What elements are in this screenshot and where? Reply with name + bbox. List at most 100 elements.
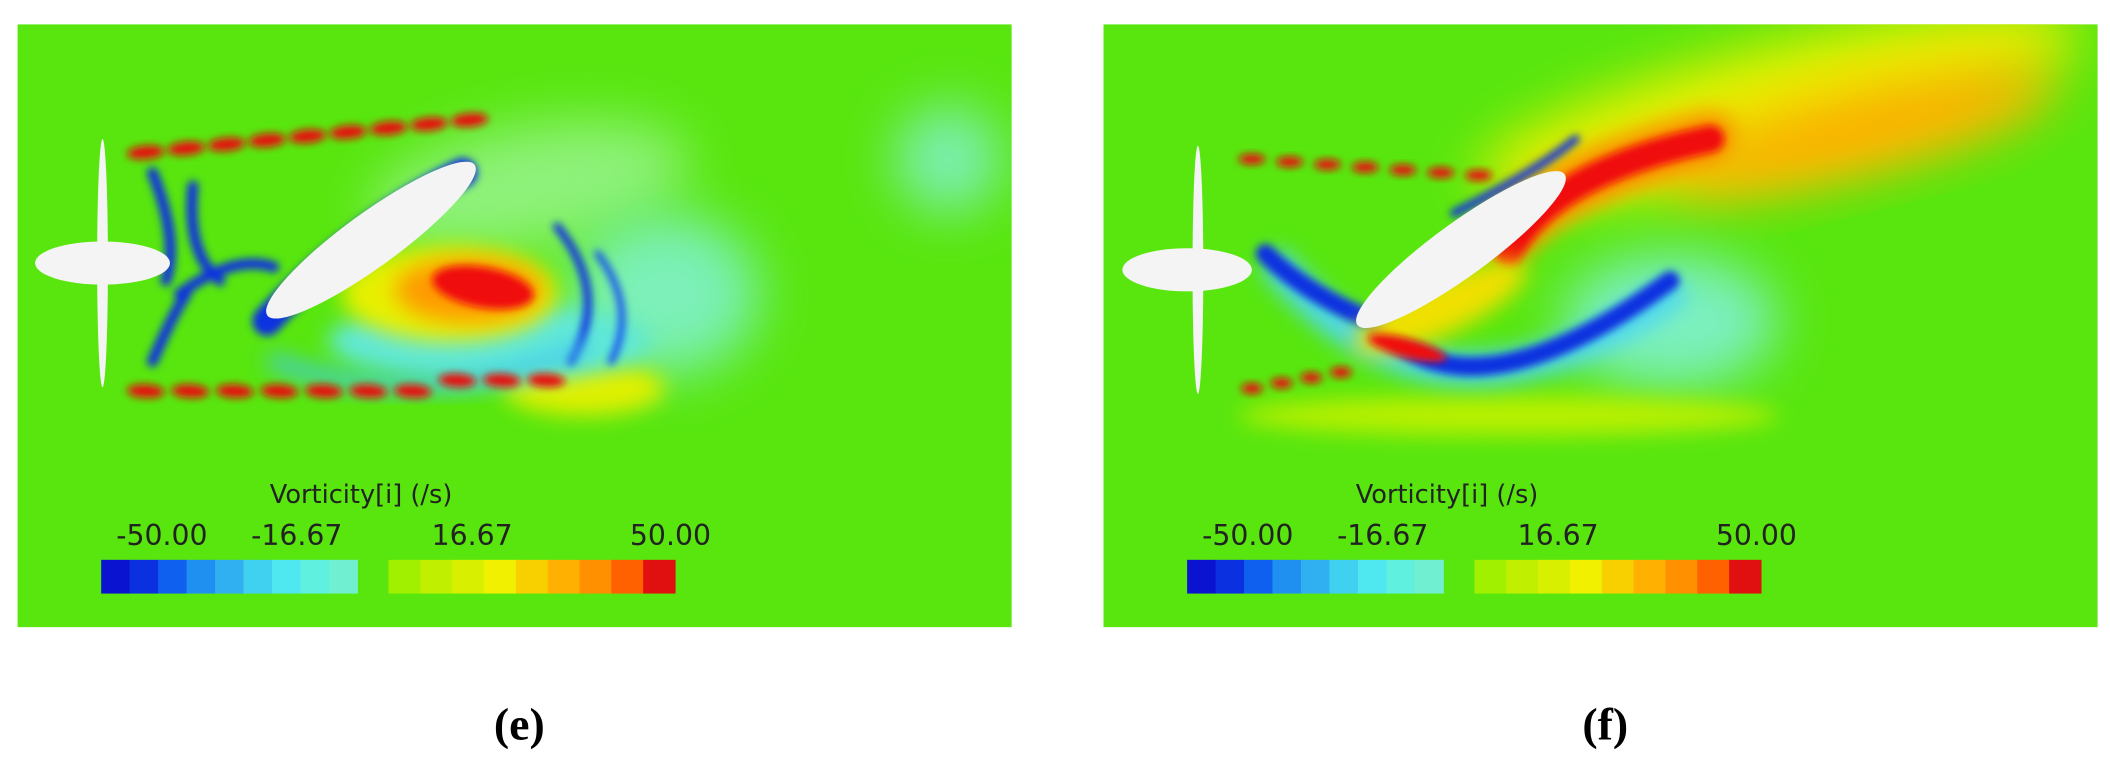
hub (1122, 248, 1252, 292)
red-streak (215, 384, 254, 399)
blade (97, 138, 108, 388)
colorbar-title: Vorticity[i] (/s) (270, 480, 453, 510)
red-streak (438, 373, 477, 388)
colorbar-segment (579, 559, 612, 594)
red-streak (1465, 169, 1492, 181)
blade (1192, 145, 1204, 394)
colorbar-segment (186, 559, 216, 594)
red-streak (393, 384, 432, 399)
colorbar-segment (1633, 559, 1667, 594)
colorbar-segment (1538, 559, 1571, 594)
colorbar-segment (1386, 559, 1416, 594)
colorbar-segment (271, 559, 301, 594)
haze (370, 120, 690, 253)
blue-band (594, 250, 626, 365)
colorbar-segment (611, 559, 644, 594)
colorbar-segment (1244, 559, 1274, 594)
figure-body: Vorticity[i] (/s) -50.00 -16.67 16.67 50.00 (… (17, 24, 2098, 749)
red-streak (126, 384, 165, 399)
red-streak (349, 384, 388, 399)
colorbar-segment (1665, 559, 1698, 594)
colorbar-tick-label: 50.00 (630, 519, 711, 552)
colorbar-segment (1272, 559, 1302, 594)
colorbar-segment (643, 559, 676, 594)
red-streak (1389, 164, 1417, 176)
colorbar-segment (1414, 559, 1444, 594)
colorbar-segment (1506, 559, 1539, 594)
haze (894, 105, 1003, 214)
red-streak (527, 373, 566, 388)
red-streak (482, 373, 521, 388)
red-streak (369, 121, 408, 136)
panel: Vorticity[i] (/s) -50.00 -16.67 16.67 50.00 (… (1103, 24, 2098, 749)
airfoil (1356, 171, 1566, 328)
colorbar-segment (1474, 559, 1507, 594)
red-streak (1276, 156, 1304, 168)
colorbar-tick-label: -50.00 (116, 519, 207, 552)
haze (1562, 253, 1778, 389)
colorbar-segment (1300, 559, 1330, 594)
colorbar-segment (1601, 559, 1635, 594)
red-streak (167, 141, 205, 156)
colorbar-segment (243, 559, 273, 594)
red-streak (329, 125, 367, 140)
red-streak (207, 137, 246, 152)
colorbar-title: Vorticity[i] (/s) (1356, 480, 1539, 510)
colorbar-segment (1215, 559, 1245, 594)
red-core (432, 265, 534, 310)
colorbar-segment (328, 559, 358, 594)
red-streak (1313, 159, 1341, 170)
colorbar-segment (158, 559, 188, 594)
panel-label: (f) (1582, 698, 1628, 749)
colorbar-segment (1569, 559, 1603, 594)
red-streak (288, 129, 327, 144)
colorbar-segment (388, 559, 421, 594)
red-streak (1351, 161, 1379, 173)
blue-band (1450, 134, 1580, 218)
flow-field (17, 24, 1012, 628)
colorbar-tick-label: 50.00 (1716, 519, 1797, 552)
colorbar-tick-label: -50.00 (1202, 519, 1293, 552)
panel: Vorticity[i] (/s) -50.00 -16.67 16.67 50.00 (… (17, 24, 1012, 749)
red-streak (171, 384, 210, 399)
blue-band (147, 167, 280, 367)
red-streak (450, 113, 489, 127)
colorbar-tick-label: 16.67 (432, 519, 513, 552)
cyan-band (267, 341, 591, 393)
colorbar-segment (484, 559, 517, 594)
colorbar-segment (452, 559, 485, 594)
colorbar-segment (420, 559, 453, 594)
yellow-region (1354, 260, 1528, 355)
red-streak (248, 133, 286, 148)
red-streak (260, 384, 299, 399)
panel-label: (e) (494, 698, 545, 749)
colorbar-segment (1729, 559, 1762, 594)
colorbar-tick-label: -16.67 (1337, 519, 1428, 552)
colorbar-tick-label: -16.67 (251, 519, 342, 552)
airfoil (266, 161, 476, 319)
red-streak (1427, 167, 1455, 179)
haze (1238, 395, 1778, 436)
colorbar-segment (515, 559, 549, 594)
red-streak (410, 117, 448, 132)
red-streak (1238, 153, 1266, 165)
colorbar-segment (1357, 559, 1387, 594)
colorbar-segment (547, 559, 581, 594)
red-streak (1330, 366, 1352, 378)
red-streak (1300, 372, 1323, 384)
red-streak (1241, 383, 1263, 394)
colorbar-segment (1697, 559, 1730, 594)
colorbar-segment (129, 559, 159, 594)
flow-field (1103, 24, 2098, 628)
red-streak (304, 384, 343, 399)
colorbar-segment (1187, 559, 1217, 594)
colorbar-segment (1329, 559, 1359, 594)
colorbar-segment (101, 559, 131, 594)
red-streak (1270, 377, 1293, 389)
red-streak (126, 145, 165, 160)
colorbar-segment (300, 559, 330, 594)
colorbar-segment (215, 559, 245, 594)
haze (1662, 69, 2056, 195)
red-streak (1367, 334, 1447, 362)
